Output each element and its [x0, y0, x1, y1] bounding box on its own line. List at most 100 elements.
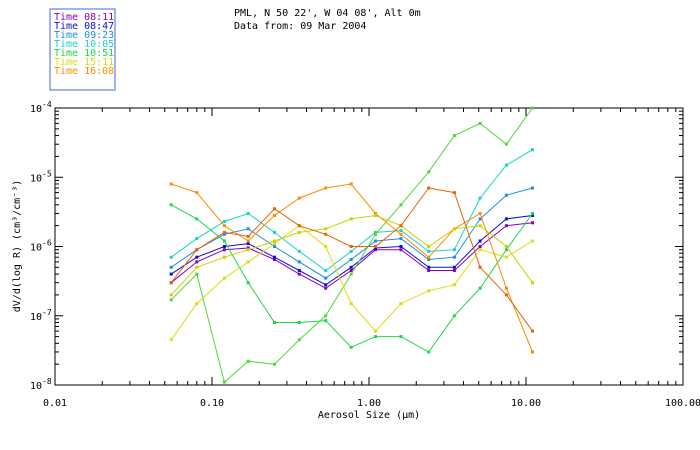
data-point [246, 359, 250, 363]
data-point [246, 227, 250, 231]
data-point [452, 255, 456, 259]
data-point [246, 239, 250, 243]
data-point [349, 302, 353, 306]
data-point [452, 191, 456, 195]
data-point [324, 269, 328, 272]
data-point [273, 214, 276, 217]
legend-entry: Time 10:51 [54, 48, 114, 59]
data-point [504, 293, 508, 297]
data-point [399, 229, 403, 232]
x-axis-label: Aerosol Size (μm) [318, 410, 420, 421]
data-point [246, 248, 250, 252]
data-point [273, 255, 276, 259]
legend-entry: Time 10:05 [54, 39, 114, 50]
data-point [452, 265, 456, 269]
data-point [452, 283, 456, 287]
data-point [504, 193, 508, 197]
data-point [504, 217, 508, 221]
data-point [169, 255, 173, 259]
data-point [452, 248, 456, 252]
data-point [324, 186, 328, 190]
data-point [427, 249, 431, 253]
data-point [349, 269, 353, 272]
data-point [478, 239, 482, 243]
data-point [531, 221, 534, 225]
data-point [452, 134, 456, 138]
data-point [399, 232, 403, 236]
data-series [169, 106, 534, 384]
data-point [478, 217, 482, 221]
data-point [531, 186, 534, 190]
data-point [349, 182, 353, 186]
data-point [195, 302, 199, 306]
data-point [195, 217, 199, 221]
data-point [427, 245, 431, 248]
x-tick-label: 1.00 [357, 398, 381, 409]
data-point [399, 248, 403, 252]
data-point [169, 281, 173, 285]
data-point [246, 242, 250, 246]
axis-ticks: 0.01 0.10 1.00 10.00 100.00 10-8 10-7 10-6 10-5 1… [30, 100, 700, 409]
data-point [427, 186, 431, 190]
data-point [374, 245, 377, 248]
x-tick-label: 100.00 [665, 398, 700, 409]
data-point [273, 362, 276, 366]
y-tick-label: 10-5 [30, 169, 52, 184]
data-point [297, 321, 301, 324]
data-point [452, 227, 456, 231]
data-point [374, 214, 377, 217]
data-point [324, 319, 328, 323]
series-line [170, 214, 533, 296]
data-point [478, 248, 482, 252]
data-point [297, 249, 301, 253]
data-point [273, 230, 276, 234]
x-tick-label: 0.10 [200, 398, 224, 409]
data-point [169, 265, 173, 269]
data-point [504, 248, 508, 252]
data-point [531, 212, 534, 215]
data-point [324, 245, 328, 248]
data-point [246, 246, 250, 250]
data-point [349, 265, 353, 269]
data-point [297, 230, 301, 234]
data-point [374, 239, 377, 243]
data-point [478, 286, 482, 290]
data-point [452, 314, 456, 318]
data-point [504, 245, 508, 248]
x-tick-label: 0.01 [43, 398, 67, 409]
data-point [374, 212, 377, 215]
legend-box [49, 8, 116, 91]
y-axis-label: dV/d(log R) (cm³/cm⁻³) [12, 180, 23, 312]
data-point [195, 191, 199, 195]
data-point [297, 338, 301, 342]
data-point [222, 276, 226, 280]
y-tick-label: 10-7 [30, 308, 52, 323]
data-point [478, 196, 482, 200]
data-point [297, 196, 301, 200]
data-point [399, 302, 403, 306]
data-point [531, 106, 534, 110]
y-tick-label: 10-6 [30, 239, 52, 254]
data-point [349, 249, 353, 253]
data-point [195, 237, 199, 241]
data-point [478, 121, 482, 125]
legend-entry: Time 08:47 [54, 21, 114, 32]
data-point [504, 286, 508, 290]
data-point [374, 248, 377, 252]
data-point [222, 232, 226, 236]
data-point [349, 217, 353, 221]
data-point [324, 276, 328, 280]
data-point [324, 314, 328, 318]
chart-title-line-2: Data from: 09 Mar 2004 [234, 21, 366, 32]
data-point [349, 345, 353, 349]
data-point [169, 272, 173, 276]
data-point [427, 258, 431, 261]
data-point [169, 293, 173, 297]
data-point [324, 232, 328, 236]
data-point [427, 170, 431, 174]
data-point [297, 272, 301, 276]
data-point [169, 182, 173, 186]
legend-entry: Time 16:08 [54, 66, 114, 77]
data-point [222, 220, 226, 223]
data-point [273, 321, 276, 324]
